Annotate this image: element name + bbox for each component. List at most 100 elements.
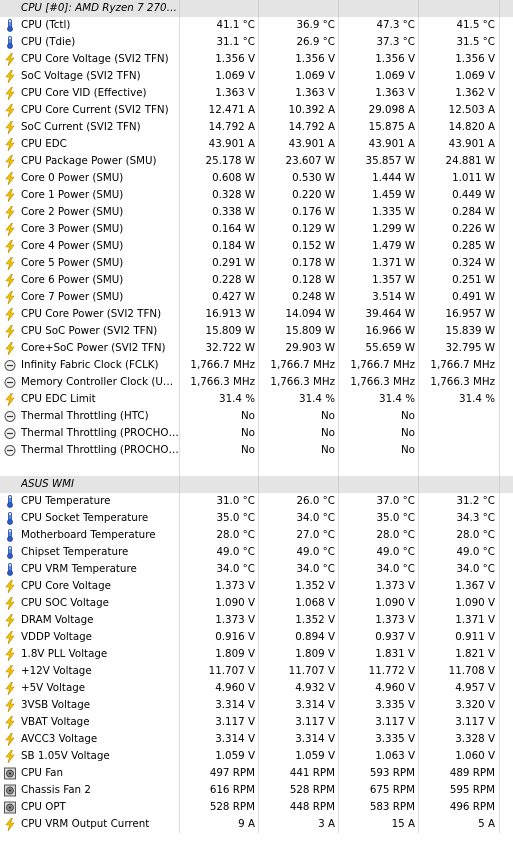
- sensor-label: CPU VRM Temperature: [21, 563, 137, 575]
- sensor-row[interactable]: Chassis Fan 2 616 RPM 528 RPM 675 RPM 595 RP…: [0, 782, 513, 799]
- column-divider: [418, 136, 419, 153]
- sensor-row[interactable]: CPU (Tctl) 41.1 °C 36.9 °C 47.3 °C 41.5 °C: [0, 17, 513, 34]
- column-divider: [179, 510, 180, 527]
- column-divider: [418, 748, 419, 765]
- column-divider: [338, 544, 339, 561]
- sensor-row[interactable]: CPU Core Power (SVI2 TFN) 16.913 W 14.094 …: [0, 306, 513, 323]
- clock-icon: [4, 411, 16, 422]
- sensor-row[interactable]: CPU EDC 43.901 A 43.901 A 43.901 A 43.901 A: [0, 136, 513, 153]
- sensor-row[interactable]: CPU Temperature 31.0 °C 26.0 °C 37.0 °C 31.2…: [0, 493, 513, 510]
- column-divider: [499, 442, 500, 459]
- column-divider: [258, 102, 259, 119]
- sensor-row[interactable]: Thermal Throttling (HTC) No No No: [0, 408, 513, 425]
- thermometer-icon: [7, 495, 13, 508]
- column-divider: [499, 782, 500, 799]
- sensor-row[interactable]: CPU VRM Output Current 9 A 3 A 15 A 5 A: [0, 816, 513, 833]
- column-divider: [338, 187, 339, 204]
- sensor-row[interactable]: Core 3 Power (SMU) 0.164 W 0.129 W 1.299 W 0…: [0, 221, 513, 238]
- sensor-row[interactable]: VBAT Voltage 3.117 V 3.117 V 3.117 V 3.117 V: [0, 714, 513, 731]
- column-divider: [338, 238, 339, 255]
- sensor-row[interactable]: SoC Voltage (SVI2 TFN) 1.069 V 1.069 V 1.06…: [0, 68, 513, 85]
- average-value: 31.2 °C: [456, 495, 495, 507]
- sensor-row[interactable]: CPU Core VID (Effective) 1.363 V 1.363 V 1.…: [0, 85, 513, 102]
- current-value: 3.314 V: [215, 733, 255, 745]
- sensor-row[interactable]: Core 2 Power (SMU) 0.338 W 0.176 W 1.335 W 0…: [0, 204, 513, 221]
- current-value: 41.1 °C: [216, 19, 255, 31]
- sensor-row[interactable]: CPU Fan 497 RPM 441 RPM 593 RPM 489 RPM: [0, 765, 513, 782]
- max-value: 1.090 V: [375, 597, 415, 609]
- lightning-icon: [5, 716, 15, 729]
- sensor-row[interactable]: CPU Core Voltage (SVI2 TFN) 1.356 V 1.356 …: [0, 51, 513, 68]
- sensor-row[interactable]: Core 4 Power (SMU) 0.184 W 0.152 W 1.479 W 0…: [0, 238, 513, 255]
- column-divider: [418, 323, 419, 340]
- sensor-row[interactable]: Thermal Throttling (PROCHOT EXT) No No No: [0, 442, 513, 459]
- sensor-row[interactable]: Core 0 Power (SMU) 0.608 W 0.530 W 1.444 W 1…: [0, 170, 513, 187]
- average-value: 1.367 V: [455, 580, 495, 592]
- sensor-row[interactable]: CPU SoC Power (SVI2 TFN) 15.809 W 15.809 W…: [0, 323, 513, 340]
- column-divider: [338, 425, 339, 442]
- min-value: 0.129 W: [292, 223, 335, 235]
- min-value: No: [320, 410, 335, 422]
- min-value: 0.220 W: [292, 189, 335, 201]
- sensor-row[interactable]: CPU Package Power (SMU) 25.178 W 23.607 W 3…: [0, 153, 513, 170]
- column-divider: [338, 51, 339, 68]
- average-value: 496 RPM: [449, 801, 495, 813]
- section-header[interactable]: ASUS WMI: [0, 476, 513, 493]
- sensor-row[interactable]: Core 7 Power (SMU) 0.427 W 0.248 W 3.514 W 0…: [0, 289, 513, 306]
- section-header[interactable]: CPU [#0]: AMD Ryzen 7 2700...: [0, 0, 513, 17]
- sensor-row[interactable]: Motherboard Temperature 28.0 °C 27.0 °C 28.…: [0, 527, 513, 544]
- max-value: 34.0 °C: [376, 563, 415, 575]
- column-divider: [418, 816, 419, 833]
- sensor-row[interactable]: CPU EDC Limit 31.4 % 31.4 % 31.4 % 31.4 %: [0, 391, 513, 408]
- column-divider: [179, 799, 180, 816]
- column-divider: [338, 731, 339, 748]
- sensor-label: 3VSB Voltage: [21, 699, 91, 711]
- sensor-row[interactable]: CPU (Tdie) 31.1 °C 26.9 °C 37.3 °C 31.5 °C: [0, 34, 513, 51]
- sensor-row[interactable]: Memory Controller Clock (UCLK) 1,766.3 MH…: [0, 374, 513, 391]
- sensor-row[interactable]: +5V Voltage 4.960 V 4.932 V 4.960 V 4.957 V: [0, 680, 513, 697]
- sensor-row[interactable]: DRAM Voltage 1.373 V 1.352 V 1.373 V 1.371 V: [0, 612, 513, 629]
- current-value: 31.1 °C: [216, 36, 255, 48]
- sensor-row[interactable]: +12V Voltage 11.707 V 11.707 V 11.772 V 11.7…: [0, 663, 513, 680]
- current-value: 1.373 V: [215, 580, 255, 592]
- sensor-row[interactable]: Infinity Fabric Clock (FCLK) 1,766.7 MHz 1…: [0, 357, 513, 374]
- current-value: 31.0 °C: [216, 495, 255, 507]
- sensor-row[interactable]: CPU SOC Voltage 1.090 V 1.068 V 1.090 V 1.09…: [0, 595, 513, 612]
- sensor-row[interactable]: 3VSB Voltage 3.314 V 3.314 V 3.335 V 3.320 V: [0, 697, 513, 714]
- lightning-icon: [5, 240, 15, 253]
- sensor-row[interactable]: CPU Core Voltage 1.373 V 1.352 V 1.373 V 1.3…: [0, 578, 513, 595]
- sensor-label: CPU Core Power (SVI2 TFN): [21, 308, 162, 320]
- sensor-grid: CPU [#0]: AMD Ryzen 7 2700... CPU (Tctl) 4…: [0, 0, 513, 833]
- column-divider: [418, 765, 419, 782]
- column-divider: [179, 272, 180, 289]
- column-divider: [499, 255, 500, 272]
- sensor-row[interactable]: CPU VRM Temperature 34.0 °C 34.0 °C 34.0 °C…: [0, 561, 513, 578]
- column-divider: [499, 17, 500, 34]
- average-value: 0.491 W: [452, 291, 495, 303]
- column-divider: [499, 527, 500, 544]
- min-value: No: [320, 427, 335, 439]
- sensor-row[interactable]: SoC Current (SVI2 TFN) 14.792 A 14.792 A 15…: [0, 119, 513, 136]
- min-value: 31.4 %: [299, 393, 335, 405]
- sensor-label: CPU Core Current (SVI2 TFN): [21, 104, 169, 116]
- sensor-row[interactable]: Core 1 Power (SMU) 0.328 W 0.220 W 1.459 W 0…: [0, 187, 513, 204]
- min-value: 3.117 V: [295, 716, 335, 728]
- sensor-row[interactable]: Thermal Throttling (PROCHOT CPU) No No No: [0, 425, 513, 442]
- sensor-row[interactable]: Core+SoC Power (SVI2 TFN) 32.722 W 29.903 …: [0, 340, 513, 357]
- sensor-row[interactable]: Core 5 Power (SMU) 0.291 W 0.178 W 1.371 W 0…: [0, 255, 513, 272]
- sensor-row[interactable]: Core 6 Power (SMU) 0.228 W 0.128 W 1.357 W 0…: [0, 272, 513, 289]
- min-value: 26.9 °C: [296, 36, 335, 48]
- average-value: 31.4 %: [459, 393, 495, 405]
- sensor-label: Infinity Fabric Clock (FCLK): [21, 359, 159, 371]
- column-divider: [418, 459, 419, 476]
- sensor-row[interactable]: CPU OPT 528 RPM 448 RPM 583 RPM 496 RPM: [0, 799, 513, 816]
- sensor-row[interactable]: CPU Socket Temperature 35.0 °C 34.0 °C 35.0…: [0, 510, 513, 527]
- sensor-row[interactable]: 1.8V PLL Voltage 1.809 V 1.809 V 1.831 V 1.8…: [0, 646, 513, 663]
- fan-icon: [4, 767, 16, 780]
- sensor-row[interactable]: VDDP Voltage 0.916 V 0.894 V 0.937 V 0.911 V: [0, 629, 513, 646]
- sensor-row[interactable]: SB 1.05V Voltage 1.059 V 1.059 V 1.063 V 1.0…: [0, 748, 513, 765]
- sensor-row[interactable]: Chipset Temperature 49.0 °C 49.0 °C 49.0 °C…: [0, 544, 513, 561]
- sensor-row[interactable]: AVCC3 Voltage 3.314 V 3.314 V 3.335 V 3.328 …: [0, 731, 513, 748]
- sensor-row[interactable]: CPU Core Current (SVI2 TFN) 12.471 A 10.39…: [0, 102, 513, 119]
- column-divider: [258, 782, 259, 799]
